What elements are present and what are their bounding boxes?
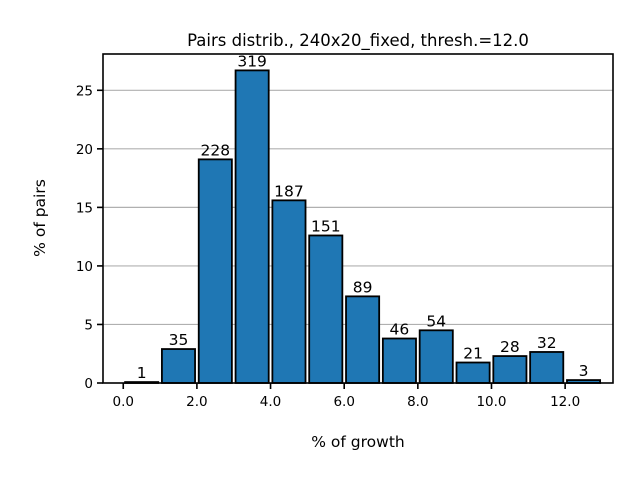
histogram-bar — [271, 199, 307, 384]
x-tick-label: 0.0 — [113, 394, 134, 410]
bar-count-label: 228 — [201, 141, 231, 159]
x-tick-label: 6.0 — [333, 394, 354, 410]
histogram-bar — [197, 158, 233, 384]
x-tick-label: 4.0 — [260, 394, 281, 410]
chart-title: Pairs distrib., 240x20_fixed, thresh.=12… — [187, 31, 529, 51]
x-tick-label: 8.0 — [407, 394, 428, 410]
bar-count-label: 3 — [579, 362, 589, 380]
y-axis-title: % of pairs — [31, 179, 49, 257]
x-axis-title: % of growth — [311, 433, 404, 451]
plot-frame — [102, 53, 614, 384]
histogram-bar — [308, 234, 344, 384]
bar-count-label: 32 — [537, 334, 557, 352]
y-tick-label: 20 — [76, 142, 93, 158]
bar-count-label: 28 — [500, 338, 520, 356]
bar-count-label: 151 — [311, 217, 341, 235]
histogram-bar — [381, 337, 417, 384]
histogram-bar — [529, 351, 565, 384]
bar-count-label: 21 — [463, 345, 483, 363]
x-tick-label: 12.0 — [550, 394, 580, 410]
histogram-bar — [161, 348, 196, 384]
y-tick-label: 0 — [84, 376, 93, 392]
bar-count-labels: 1 35 228 319 187 151 89 46 54 21 28 32 3 — [137, 52, 589, 382]
bar-count-label: 187 — [274, 182, 304, 200]
histogram-bar — [418, 329, 454, 384]
bar-count-label: 319 — [237, 52, 267, 70]
bar-count-label: 54 — [426, 312, 446, 330]
y-axis-ticks: 0 5 10 15 20 25 — [76, 83, 103, 392]
histogram-bar — [492, 355, 528, 384]
histogram-bar — [345, 295, 381, 384]
y-tick-label: 25 — [76, 83, 93, 99]
bar-count-label: 1 — [137, 364, 147, 382]
x-tick-label: 2.0 — [186, 394, 207, 410]
y-tick-label: 15 — [76, 200, 93, 216]
y-tick-label: 10 — [76, 259, 93, 275]
histogram-bar — [455, 361, 491, 384]
bar-count-label: 35 — [169, 331, 189, 349]
x-tick-label: 10.0 — [476, 394, 506, 410]
bars — [124, 69, 602, 384]
bar-count-label: 46 — [390, 321, 410, 339]
histogram-bar — [234, 69, 270, 384]
bar-count-label: 89 — [353, 278, 373, 296]
grid-lines — [103, 89, 613, 326]
y-tick-label: 5 — [84, 317, 93, 333]
x-axis-ticks: 0.0 2.0 4.0 6.0 8.0 10.0 12.0 — [113, 383, 580, 410]
